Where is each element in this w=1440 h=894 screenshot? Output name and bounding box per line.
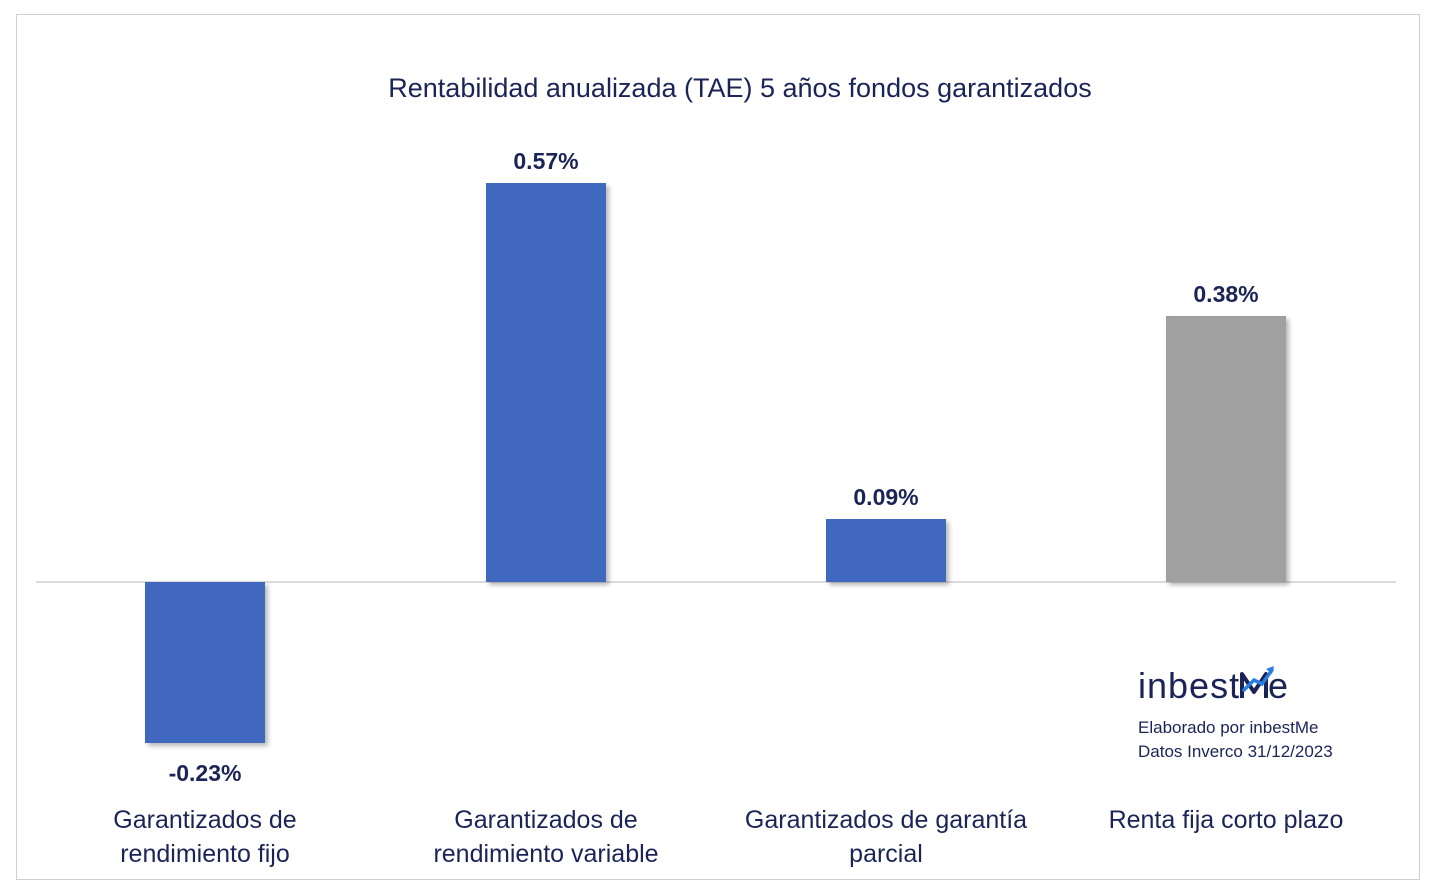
category-label-4-line-1: Renta fija corto plazo — [1109, 806, 1344, 834]
source-credit: Elaborado por inbestMe Datos Inverco 31/… — [1138, 716, 1333, 764]
chart-title: Rentabilidad anualizada (TAE) 5 años fon… — [388, 73, 1091, 103]
bar-3 — [826, 519, 946, 582]
svg-text:inbest: inbest — [1138, 665, 1240, 706]
inbestme-logo: inbest e — [1138, 660, 1378, 720]
credit-line-1: Elaborado por inbestMe — [1138, 718, 1319, 737]
bar-4 — [1166, 316, 1286, 582]
category-label-1-line-1: Garantizados de — [113, 806, 296, 834]
data-label-2: 0.57% — [513, 148, 578, 174]
data-label-4: 0.38% — [1193, 281, 1258, 307]
credit-line-2: Datos Inverco 31/12/2023 — [1138, 742, 1333, 761]
category-label-3-line-2: parcial — [849, 840, 923, 868]
data-label-1: -0.23% — [169, 760, 242, 786]
bar-2 — [486, 183, 606, 582]
bar-1 — [145, 582, 265, 743]
category-label-3-line-1: Garantizados de garantía — [745, 806, 1027, 834]
category-label-2-line-2: rendimiento variable — [433, 840, 658, 868]
data-label-3: 0.09% — [853, 484, 918, 510]
category-label-1-line-2: rendimiento fijo — [120, 840, 290, 868]
svg-text:e: e — [1268, 665, 1288, 706]
category-label-2-line-1: Garantizados de — [454, 806, 637, 834]
